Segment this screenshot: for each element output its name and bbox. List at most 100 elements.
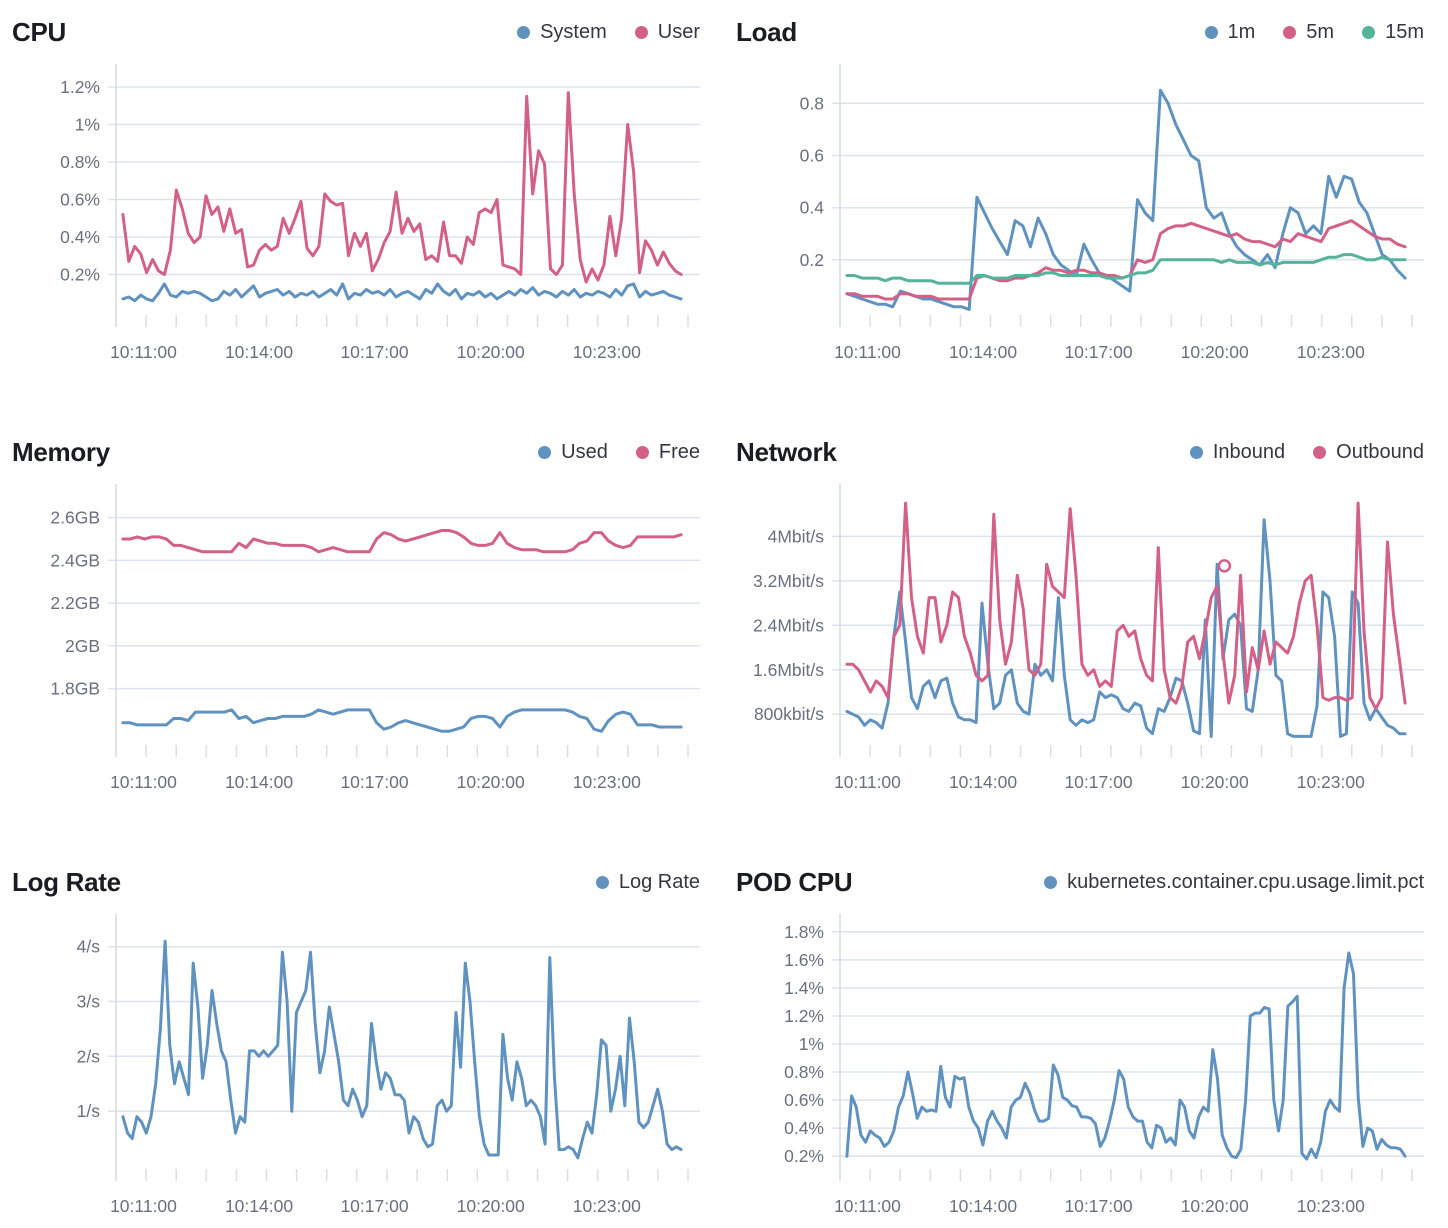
y-tick-label: 2.6GB — [50, 508, 100, 528]
y-tick-label: 1.8% — [784, 922, 824, 942]
legend-label: Outbound — [1336, 440, 1424, 463]
load-chart[interactable]: 0.2 0.4 0.6 0.8 10:11:00 10:14:00 10:17:00 10:2… — [736, 56, 1426, 368]
legend-memory: Used Free — [538, 441, 700, 464]
y-tick-label: 0.2% — [784, 1146, 824, 1166]
panel-header: Log Rate Log Rate — [12, 860, 700, 904]
panel-cpu: CPU System User 0.2% 0.4% 0.6% 0.8% 1% 1.2% 10:… — [0, 0, 724, 420]
y-tick-label: 0.6% — [60, 190, 100, 210]
legend-label: Free — [658, 440, 700, 463]
y-tick-label: 1% — [75, 115, 100, 135]
x-tick-label: 10:23:00 — [573, 1196, 641, 1216]
legend-item-free[interactable]: Free — [635, 440, 700, 464]
legend-dot-icon — [538, 445, 552, 459]
x-tick-label: 10:14:00 — [949, 772, 1017, 792]
panel-log-rate: Log Rate Log Rate 1/s 2/s 3/s 4/s 10:11:00 10… — [0, 850, 724, 1228]
y-tick-label: 2.2GB — [50, 593, 100, 613]
legend-dot-icon — [635, 445, 649, 459]
legend-item-system[interactable]: System — [517, 21, 607, 44]
legend-label: 1m — [1227, 20, 1256, 43]
legend-dot-icon — [1362, 25, 1376, 39]
legend-cpu: System User — [517, 21, 700, 44]
x-tick-label: 10:23:00 — [1297, 772, 1365, 792]
isolated-point-marker — [1217, 559, 1232, 573]
y-tick-label: 4/s — [77, 937, 101, 957]
y-tick-label: 0.4% — [784, 1118, 824, 1138]
legend-item-kubernetes-container-cpu-usage-limit-pct[interactable]: kubernetes.container.cpu.usage.limit.pct — [1044, 871, 1424, 894]
y-tick-label: 2GB — [65, 636, 100, 656]
x-tick-label: 10:20:00 — [1181, 772, 1249, 792]
series-line-free — [121, 529, 683, 554]
series-line-15m — [845, 253, 1407, 285]
legend-label: 15m — [1385, 20, 1424, 43]
panel-title-memory: Memory — [12, 436, 110, 467]
x-tick-label: 10:11:00 — [834, 342, 901, 362]
panel-title-cpu: CPU — [12, 16, 66, 47]
y-tick-label: 3.2Mbit/s — [753, 571, 824, 591]
pod-cpu-chart[interactable]: 0.2% 0.4% 0.6% 0.8% 1% 1.2% 1.4% 1.6% 1.8% 10:11:… — [736, 906, 1426, 1222]
x-tick-label: 10:14:00 — [225, 342, 293, 362]
legend-dot-icon — [517, 25, 531, 39]
legend-item-used[interactable]: Used — [538, 441, 608, 464]
x-tick-label: 10:17:00 — [340, 342, 408, 362]
panel-load: Load 1m 5m 15m 0.2 0.4 0.6 0.8 10:11:00 10:14:0… — [724, 0, 1448, 420]
y-tick-label: 0.8 — [800, 93, 824, 113]
x-tick-label: 10:14:00 — [949, 1196, 1017, 1216]
x-tick-label: 10:20:00 — [1181, 1196, 1249, 1216]
x-tick-label: 10:23:00 — [573, 772, 641, 792]
legend-item-inbound[interactable]: Inbound — [1189, 440, 1286, 464]
y-tick-label: 1.6% — [784, 950, 824, 970]
legend-label: User — [657, 20, 700, 43]
y-tick-label: 0.2% — [60, 265, 100, 285]
x-tick-label: 10:20:00 — [1181, 342, 1249, 362]
panel-header: CPU System User — [12, 10, 700, 54]
legend-dot-icon — [1204, 25, 1218, 39]
legend-item-15m[interactable]: 15m — [1362, 21, 1424, 44]
y-tick-label: 0.8% — [784, 1062, 824, 1082]
y-tick-label: 2.4Mbit/s — [753, 615, 824, 635]
legend-item-1m[interactable]: 1m — [1204, 20, 1256, 44]
y-tick-label: 2.4GB — [50, 550, 100, 570]
legend-label: 5m — [1306, 20, 1335, 43]
legend-item-outbound[interactable]: Outbound — [1313, 441, 1424, 464]
panel-title-log-rate: Log Rate — [12, 866, 121, 897]
x-tick-label: 10:17:00 — [1064, 342, 1132, 362]
x-tick-label: 10:11:00 — [110, 1196, 177, 1216]
memory-chart[interactable]: 1.8GB 2GB 2.2GB 2.4GB 2.6GB 10:11:00 10:14:00 1… — [12, 476, 702, 798]
legend-label: Inbound — [1212, 440, 1286, 463]
y-tick-label: 1/s — [77, 1101, 101, 1121]
x-tick-label: 10:11:00 — [834, 1196, 901, 1216]
panel-header: Load 1m 5m 15m — [736, 10, 1424, 54]
legend-dot-icon — [1313, 445, 1327, 459]
legend-dot-icon — [1044, 875, 1058, 889]
x-tick-label: 10:20:00 — [457, 342, 525, 362]
panel-title-pod-cpu: POD CPU — [736, 866, 853, 897]
y-tick-label: 3/s — [77, 992, 101, 1012]
legend-item-5m[interactable]: 5m — [1283, 21, 1334, 44]
series-line-outbound — [845, 501, 1407, 711]
legend-label: Used — [561, 440, 608, 463]
series-line-used — [121, 708, 683, 733]
series-line-system — [121, 282, 683, 303]
legend-item-user[interactable]: User — [634, 20, 700, 44]
panel-title-network: Network — [736, 436, 837, 467]
y-tick-label: 0.8% — [60, 152, 100, 172]
y-tick-label: 0.6 — [800, 146, 824, 166]
legend-item-log-rate[interactable]: Log Rate — [595, 871, 700, 894]
x-tick-label: 10:23:00 — [1297, 1196, 1365, 1216]
network-chart[interactable]: 800kbit/s 1.6Mbit/s 2.4Mbit/s 3.2Mbit/s 4Mbi… — [736, 476, 1426, 798]
log-rate-chart[interactable]: 1/s 2/s 3/s 4/s 10:11:00 10:14:00 10:17:00 10:2… — [12, 906, 702, 1222]
panel-header: Memory Used Free — [12, 430, 700, 474]
x-tick-label: 10:17:00 — [1064, 772, 1132, 792]
x-tick-label: 10:11:00 — [110, 342, 177, 362]
panel-memory: Memory Used Free 1.8GB 2GB 2.2GB 2.4GB 2.6GB 1… — [0, 420, 724, 850]
legend-label: System — [540, 20, 607, 43]
y-tick-label: 1.2% — [784, 1006, 824, 1026]
x-tick-label: 10:23:00 — [573, 342, 641, 362]
y-tick-label: 0.4 — [800, 198, 825, 218]
y-tick-label: 0.4% — [60, 227, 100, 247]
legend-load: 1m 5m 15m — [1204, 20, 1424, 44]
cpu-chart[interactable]: 0.2% 0.4% 0.6% 0.8% 1% 1.2% 10:11:00 10:14:00 10… — [12, 56, 702, 368]
y-tick-label: 1.2% — [60, 77, 100, 97]
panel-network: Network Inbound Outbound 800kbit/s 1.6Mbit… — [724, 420, 1448, 850]
